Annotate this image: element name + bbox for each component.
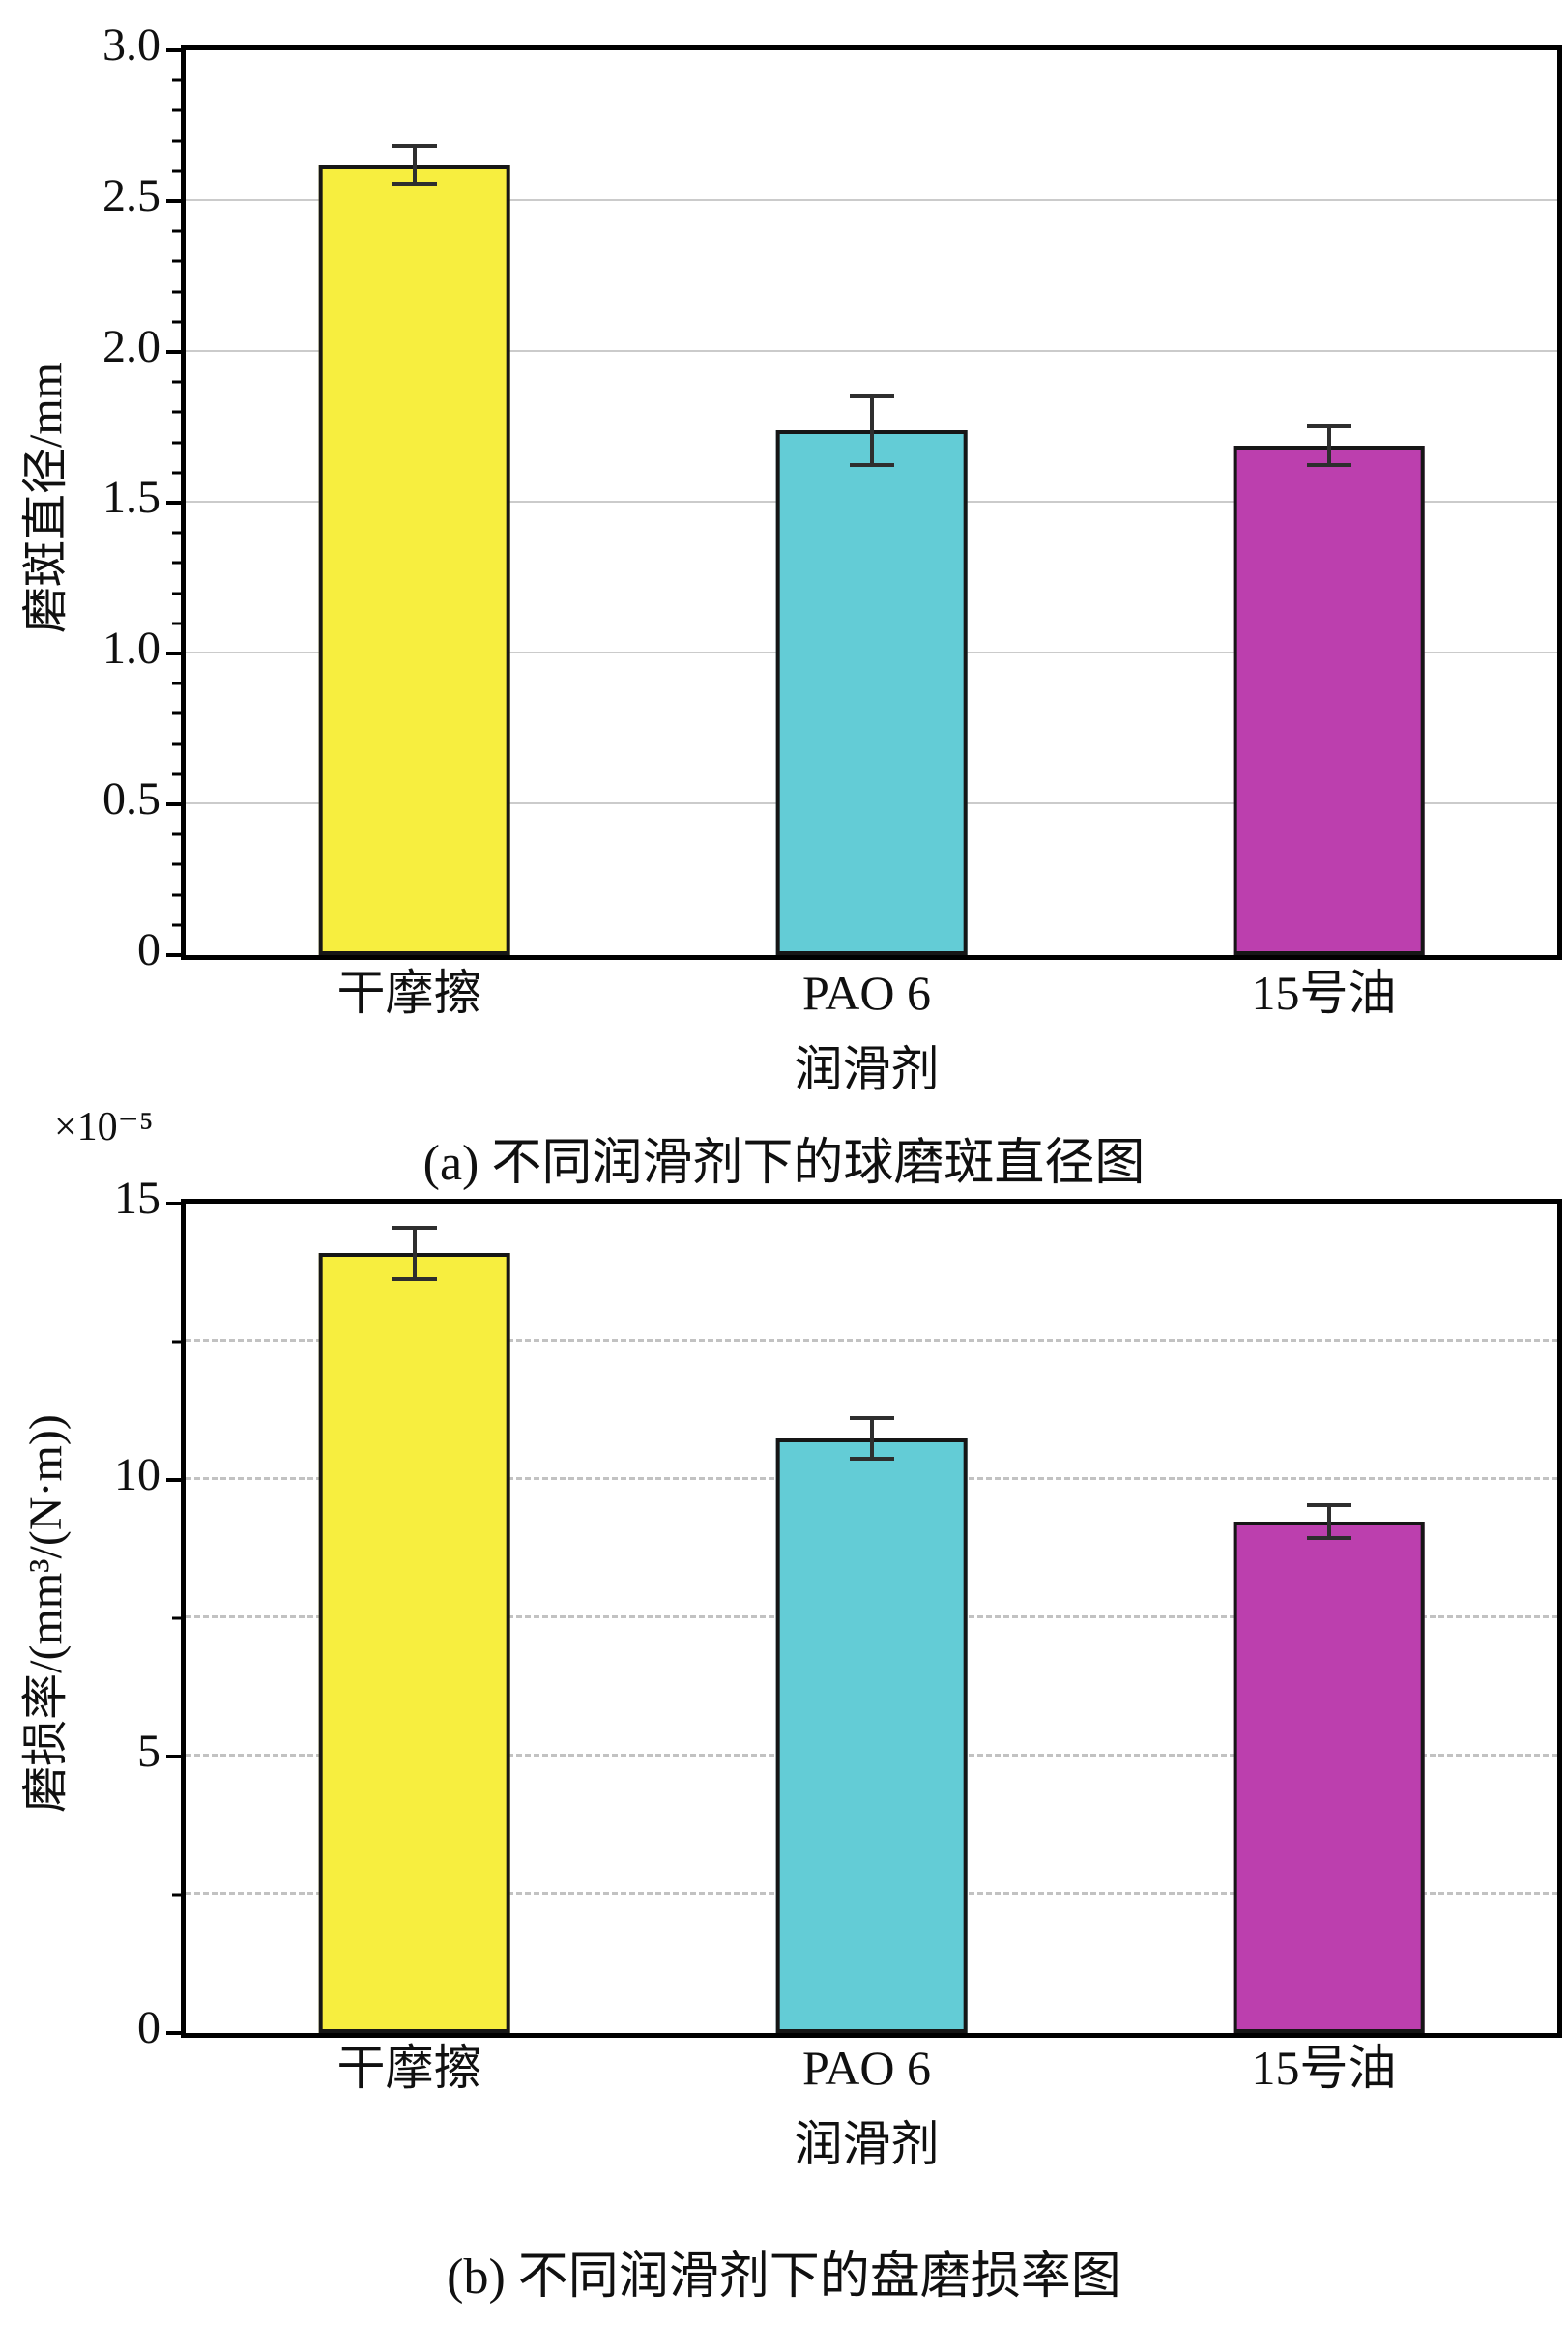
chart-b-x-axis-title: 润滑剂 xyxy=(794,2117,940,2171)
y-axis-minor-tick xyxy=(172,893,181,897)
y-axis-minor-tick xyxy=(172,441,181,445)
bar-干摩擦 xyxy=(318,1253,510,2033)
error-stem xyxy=(1326,423,1331,467)
y-axis-minor-tick xyxy=(172,380,181,384)
error-cap-bottom-icon xyxy=(392,1277,437,1282)
gridline xyxy=(186,199,1557,201)
y-tick-label: 0 xyxy=(137,2002,160,2053)
x-tick-label: 15号油 xyxy=(1251,2041,1397,2095)
y-axis-minor-tick xyxy=(172,742,181,746)
error-stem xyxy=(1326,1503,1331,1540)
chart-a-x-tick-labels: 干摩擦 PAO 6 15号油 xyxy=(181,967,1553,1029)
y-axis-minor-tick xyxy=(172,320,181,324)
y-tick-label: 2.5 xyxy=(102,170,160,221)
y-axis-minor-tick xyxy=(172,1340,181,1344)
chart-a-caption: (a) 不同润滑剂下的球磨斑直径图 xyxy=(422,1136,1146,1191)
bar-干摩擦 xyxy=(318,164,510,955)
bar-PAO 6 xyxy=(775,430,968,955)
y-tick-label: 0 xyxy=(137,924,160,975)
y-axis-tick xyxy=(166,802,181,807)
error-bar-干摩擦 xyxy=(392,1225,437,1282)
error-cap-bottom-icon xyxy=(1306,462,1351,467)
chart-b-x-tick-labels: 干摩擦 PAO 6 15号油 xyxy=(181,2042,1553,2104)
gridline xyxy=(186,1339,1557,1342)
y-axis-minor-tick xyxy=(172,139,181,143)
y-axis-minor-tick xyxy=(172,622,181,625)
y-axis-tick xyxy=(166,199,181,203)
y-axis-tick xyxy=(166,2031,181,2035)
y-axis-minor-tick xyxy=(172,772,181,776)
chart-b-scale-multiplier: ×10⁻⁵ xyxy=(54,1105,154,1149)
y-tick-label: 10 xyxy=(114,1449,160,1501)
error-stem xyxy=(412,1225,417,1282)
x-tick-label: PAO 6 xyxy=(802,966,931,1020)
y-axis-tick xyxy=(166,350,181,355)
y-axis-tick xyxy=(166,652,181,656)
y-axis-minor-tick xyxy=(172,169,181,173)
y-axis-minor-tick xyxy=(172,592,181,595)
chart-b-y-tick-labels: 0 5 10 15 xyxy=(0,1176,160,2051)
error-bar-PAO 6 xyxy=(849,1416,894,1461)
y-axis-minor-tick xyxy=(172,471,181,475)
y-tick-label: 3.0 xyxy=(102,19,160,71)
error-cap-bottom-icon xyxy=(849,462,894,467)
y-axis-minor-tick xyxy=(172,682,181,685)
error-cap-bottom-icon xyxy=(849,1456,894,1461)
bar-15号油 xyxy=(1233,445,1425,955)
y-tick-label: 2.0 xyxy=(102,321,160,373)
x-tick-label: 干摩擦 xyxy=(336,966,482,1020)
chart-b-plot-area xyxy=(166,1199,1562,2038)
y-axis-tick xyxy=(166,48,181,52)
chart-a-y-tick-labels: 0 0.5 1.0 1.5 2.0 2.5 3.0 xyxy=(0,22,160,973)
y-axis-minor-tick xyxy=(172,531,181,535)
y-axis-tick xyxy=(166,1478,181,1483)
error-cap-bottom-icon xyxy=(392,182,437,187)
chart-a-x-axis-title: 润滑剂 xyxy=(794,1042,940,1096)
error-cap-bottom-icon xyxy=(1306,1535,1351,1540)
bar-15号油 xyxy=(1233,1521,1425,2033)
chart-a-plot-area xyxy=(166,45,1562,960)
y-tick-label: 15 xyxy=(114,1173,160,1224)
error-bar-干摩擦 xyxy=(392,143,437,187)
y-axis-minor-tick xyxy=(172,1616,181,1620)
y-axis-tick xyxy=(166,953,181,957)
y-axis-minor-tick xyxy=(172,862,181,866)
y-axis-minor-tick xyxy=(172,229,181,233)
y-tick-label: 1.0 xyxy=(102,623,160,675)
y-axis-minor-tick xyxy=(172,108,181,112)
y-tick-label: 0.5 xyxy=(102,773,160,826)
gridline xyxy=(186,350,1557,353)
y-axis-tick xyxy=(166,501,181,505)
y-axis-minor-tick xyxy=(172,410,181,414)
y-axis-minor-tick xyxy=(172,561,181,565)
bar-PAO 6 xyxy=(775,1438,968,2033)
y-axis-tick xyxy=(166,1202,181,1205)
y-tick-label: 5 xyxy=(137,1726,160,1778)
error-bar-15号油 xyxy=(1306,423,1351,467)
y-axis-minor-tick xyxy=(172,1893,181,1897)
y-axis-tick xyxy=(166,1755,181,1759)
y-axis-minor-tick xyxy=(172,78,181,82)
x-tick-label: 15号油 xyxy=(1251,966,1397,1020)
error-bar-15号油 xyxy=(1306,1503,1351,1540)
y-axis-minor-tick xyxy=(172,711,181,715)
y-axis-minor-tick xyxy=(172,923,181,927)
error-stem xyxy=(869,1416,874,1461)
error-stem xyxy=(412,143,417,187)
y-tick-label: 1.5 xyxy=(102,472,160,523)
x-tick-label: PAO 6 xyxy=(802,2041,931,2095)
chart-b-caption: (b) 不同润滑剂下的盘磨损率图 xyxy=(447,2250,1121,2305)
error-stem xyxy=(869,393,874,467)
y-axis-minor-tick xyxy=(172,290,181,294)
y-axis-minor-tick xyxy=(172,259,181,263)
y-axis-minor-tick xyxy=(172,832,181,836)
error-bar-PAO 6 xyxy=(849,393,894,467)
x-tick-label: 干摩擦 xyxy=(336,2041,482,2095)
